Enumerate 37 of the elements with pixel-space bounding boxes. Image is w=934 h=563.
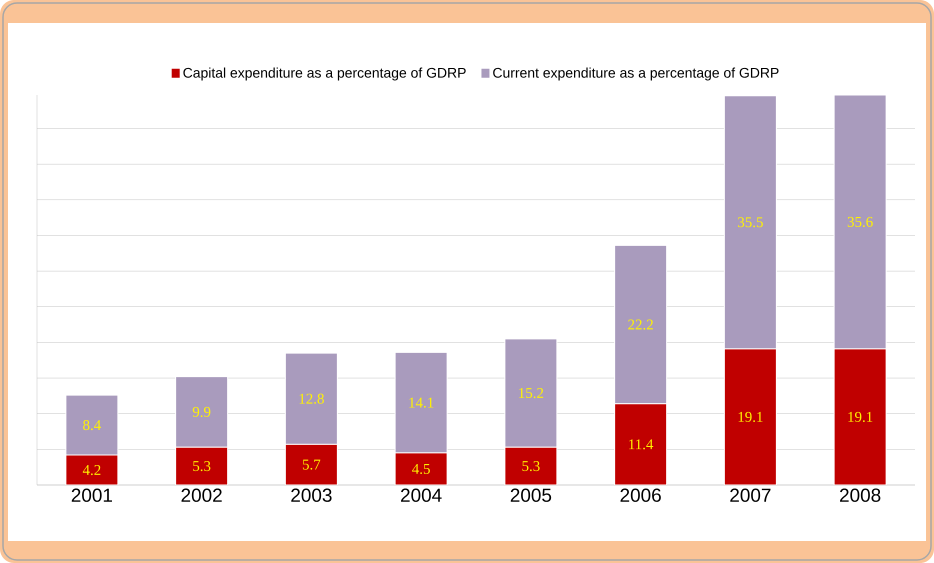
data-label: 5.3 — [522, 461, 540, 472]
data-label: 19.1 — [738, 412, 763, 422]
x-tick-label: 2005 — [510, 488, 552, 502]
bar — [284, 352, 338, 445]
legend-label: Current expenditure as a percentage of GDRP — [493, 68, 779, 81]
data-label: 4.2 — [82, 464, 100, 476]
data-label: 35.5 — [738, 217, 763, 228]
bar — [394, 452, 448, 485]
data-label: 4.5 — [412, 464, 430, 474]
bar — [284, 444, 338, 485]
data-label: 5.3 — [193, 461, 210, 472]
x-tick-label: 2003 — [291, 488, 332, 502]
legend-label: Capital expenditure as a percentage of GDRP — [183, 68, 466, 81]
data-label: 15.2 — [519, 388, 544, 398]
x-tick-label: 2004 — [401, 488, 442, 502]
data-label: 12.8 — [300, 394, 324, 404]
x-tick-label: 2007 — [730, 488, 770, 502]
data-label: 14.1 — [409, 398, 434, 408]
data-label: 11.4 — [629, 439, 654, 450]
bar — [834, 348, 887, 485]
data-label: 5.7 — [302, 460, 320, 470]
bar — [504, 446, 558, 485]
bar — [175, 376, 228, 448]
bar — [724, 348, 777, 485]
data-label: 8.4 — [83, 420, 101, 430]
bar — [175, 446, 228, 485]
bar — [614, 403, 668, 485]
data-label: 35.6 — [848, 216, 873, 227]
bar — [394, 352, 448, 454]
x-tick-label: 2008 — [840, 488, 880, 502]
x-tick-label: 2006 — [620, 488, 661, 502]
data-label: 19.1 — [848, 412, 872, 422]
bar — [65, 454, 118, 485]
data-label: 22.2 — [628, 320, 653, 330]
x-tick-label: 2002 — [182, 488, 222, 502]
data-label: 9.9 — [192, 406, 210, 417]
x-tick-label: 2001 — [72, 488, 112, 502]
